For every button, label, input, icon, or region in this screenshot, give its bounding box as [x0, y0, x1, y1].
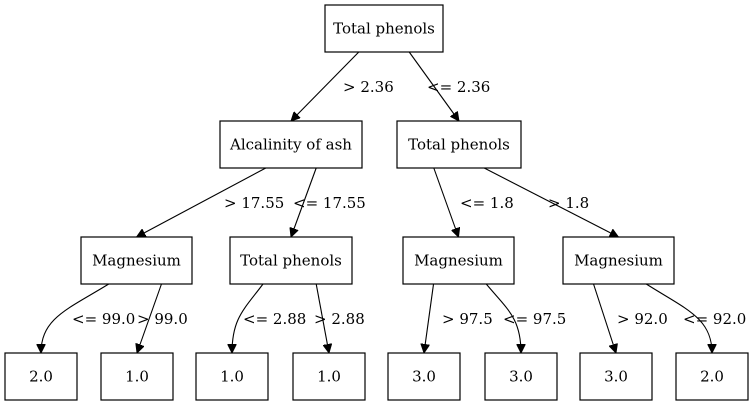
node-box [402, 236, 515, 285]
node-label: 3.0 [412, 368, 436, 386]
split-node-n3-magnesium: Magnesium [80, 236, 193, 285]
node-box [675, 352, 749, 401]
node-label: 1.0 [317, 368, 341, 386]
node-box [100, 352, 174, 401]
edge-label-n5-to-n11: > 97.5 [442, 310, 493, 328]
node-label: 2.0 [29, 368, 53, 386]
node-label: Alcalinity of ash [229, 136, 352, 154]
edge-label-n1-to-n3: > 17.55 [224, 194, 284, 212]
node-box [324, 4, 444, 53]
node-label: Magnesium [414, 252, 503, 270]
edge-label-n4-to-n10: > 2.88 [314, 310, 365, 328]
edge-label-n6-to-n13: > 92.0 [617, 310, 668, 328]
node-box [219, 120, 363, 169]
node-box [484, 352, 558, 401]
edge-label-n3-to-n8: > 99.0 [137, 310, 188, 328]
split-node-n6-magnesium: Magnesium [562, 236, 675, 285]
edge-label-n3-to-n7: <= 99.0 [72, 310, 135, 328]
edge-n5-to-n12 [485, 283, 521, 353]
edge-n1-to-n3 [137, 167, 267, 238]
node-box [579, 352, 653, 401]
edge-n4-to-n10 [315, 283, 329, 353]
nodes-layer: Total phenols Alcalinity of ash Total phen… [4, 4, 749, 401]
edge-label-n6-to-n14: <= 92.0 [683, 310, 746, 328]
edge-n0-to-n2 [408, 51, 459, 121]
node-label: Magnesium [92, 252, 181, 270]
node-label: 3.0 [604, 368, 628, 386]
node-box [4, 352, 78, 401]
edge-label-n2-to-n6: > 1.8 [548, 194, 589, 212]
split-node-n4-total-phenols: Total phenols [229, 236, 353, 285]
node-box [562, 236, 675, 285]
node-label: 1.0 [220, 368, 244, 386]
node-label: Magnesium [574, 252, 663, 270]
leaf-node-n14: 2.0 [675, 352, 749, 401]
node-label: Total phenols [240, 252, 342, 270]
edge-label-n1-to-n4: <= 17.55 [293, 194, 366, 212]
split-node-n1-alcalinity-of-ash: Alcalinity of ash [219, 120, 363, 169]
edge-label-n5-to-n12: <= 97.5 [503, 310, 566, 328]
edge-n3-to-n8 [137, 283, 162, 353]
leaf-node-n13: 3.0 [579, 352, 653, 401]
node-label: 1.0 [125, 368, 149, 386]
leaf-node-n7: 2.0 [4, 352, 78, 401]
node-label: 3.0 [509, 368, 533, 386]
edge-n1-to-n4 [291, 167, 317, 237]
node-label: Total phenols [408, 136, 510, 154]
edge-label-n4-to-n9: <= 2.88 [243, 310, 306, 328]
edge-n2-to-n5 [433, 167, 459, 237]
split-node-n0-total-phenols: Total phenols [324, 4, 444, 53]
edge-label-n0-to-n1: > 2.36 [343, 78, 394, 96]
edge-n6-to-n14 [645, 283, 712, 353]
edge-label-n0-to-n2: <= 2.36 [427, 78, 490, 96]
edge-n2-to-n6 [483, 167, 618, 238]
split-node-n5-magnesium: Magnesium [402, 236, 515, 285]
leaf-node-n12: 3.0 [484, 352, 558, 401]
edge-label-n2-to-n5: <= 1.8 [460, 194, 514, 212]
edge-n5-to-n11 [424, 283, 435, 353]
edges-layer: > 2.36 <= 2.36 > 17.55 <= 17.55 <= 1.8 > 1.8 <… [41, 51, 746, 353]
leaf-node-n11: 3.0 [387, 352, 461, 401]
leaf-node-n8: 1.0 [100, 352, 174, 401]
split-node-n2-total-phenols: Total phenols [396, 120, 522, 169]
leaf-node-n9: 1.0 [195, 352, 269, 401]
edge-n3-to-n7 [41, 283, 110, 353]
node-box [387, 352, 461, 401]
edge-n0-to-n1 [291, 51, 360, 121]
edge-n4-to-n9 [232, 283, 264, 353]
node-label: Total phenols [333, 20, 435, 38]
node-label: 2.0 [700, 368, 724, 386]
node-box [292, 352, 366, 401]
edge-n6-to-n13 [593, 283, 616, 353]
node-box [195, 352, 269, 401]
node-box [80, 236, 193, 285]
leaf-node-n10: 1.0 [292, 352, 366, 401]
node-box [396, 120, 522, 169]
node-box [229, 236, 353, 285]
